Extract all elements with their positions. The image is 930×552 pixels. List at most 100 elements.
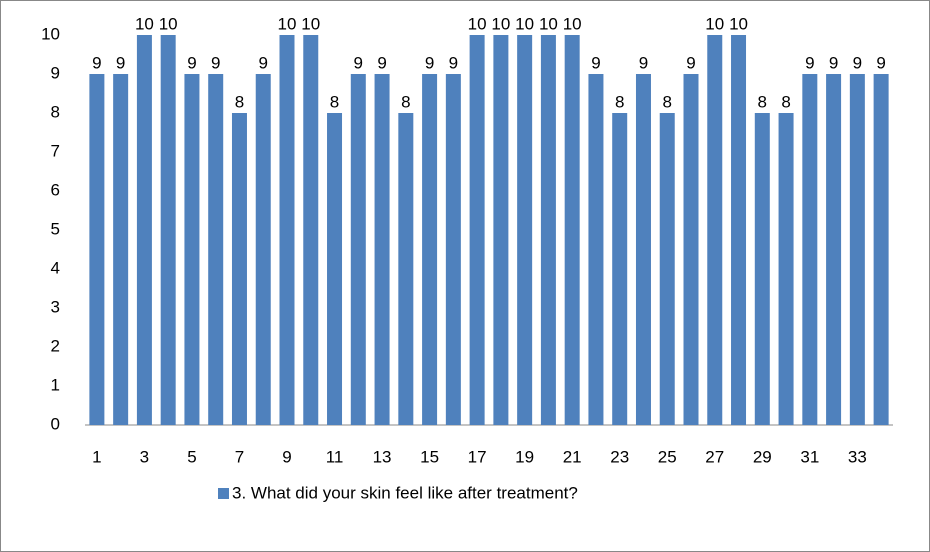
data-label: 8 <box>235 92 244 111</box>
x-tick-label: 29 <box>753 447 772 466</box>
bar <box>540 35 556 425</box>
x-tick-label: 15 <box>420 447 439 466</box>
bar <box>707 35 723 425</box>
data-label: 9 <box>377 53 386 72</box>
data-label: 9 <box>425 53 434 72</box>
data-label: 8 <box>330 92 339 111</box>
bar <box>445 74 461 425</box>
x-tick-label: 13 <box>373 447 392 466</box>
y-tick-label: 0 <box>51 414 60 433</box>
bar <box>826 74 842 425</box>
x-tick-label: 33 <box>848 447 867 466</box>
y-tick-label: 9 <box>51 63 60 82</box>
bar <box>184 74 200 425</box>
data-label: 10 <box>491 14 510 33</box>
data-label: 8 <box>615 92 624 111</box>
data-label: 8 <box>401 92 410 111</box>
bar <box>279 35 295 425</box>
data-label: 9 <box>259 53 268 72</box>
bar <box>374 74 390 425</box>
bar <box>849 74 865 425</box>
bar <box>731 35 747 425</box>
bar <box>517 35 533 425</box>
bar <box>136 35 152 425</box>
data-label: 10 <box>159 14 178 33</box>
bar <box>802 74 818 425</box>
bar <box>89 74 105 425</box>
bar <box>564 35 580 425</box>
x-tick-label: 1 <box>92 447 101 466</box>
data-label: 10 <box>539 14 558 33</box>
data-label: 10 <box>563 14 582 33</box>
bar <box>160 35 176 425</box>
y-tick-label: 3 <box>51 297 60 316</box>
bar <box>398 113 414 425</box>
x-tick-label: 5 <box>187 447 196 466</box>
x-tick-label: 3 <box>140 447 149 466</box>
bar <box>659 113 675 425</box>
data-label: 10 <box>278 14 297 33</box>
data-label: 9 <box>876 53 885 72</box>
bar <box>612 113 628 425</box>
data-label: 8 <box>781 92 790 111</box>
x-tick-label: 19 <box>515 447 534 466</box>
data-label: 10 <box>705 14 724 33</box>
data-label: 9 <box>211 53 220 72</box>
x-tick-label: 17 <box>468 447 487 466</box>
bar <box>422 74 438 425</box>
y-tick-label: 6 <box>51 180 60 199</box>
bar <box>327 113 343 425</box>
x-tick-label: 31 <box>800 447 819 466</box>
data-label: 9 <box>686 53 695 72</box>
y-tick-label: 4 <box>51 258 60 277</box>
data-label: 9 <box>829 53 838 72</box>
data-label: 9 <box>187 53 196 72</box>
bar <box>113 74 129 425</box>
data-label: 9 <box>639 53 648 72</box>
data-label: 10 <box>135 14 154 33</box>
y-tick-label: 10 <box>41 24 60 43</box>
x-tick-label: 11 <box>326 447 344 466</box>
bar <box>683 74 699 425</box>
bar <box>873 74 889 425</box>
bar <box>255 74 271 425</box>
data-label: 9 <box>591 53 600 72</box>
data-label: 8 <box>758 92 767 111</box>
data-label: 10 <box>301 14 320 33</box>
legend-swatch <box>218 488 229 499</box>
data-label: 10 <box>729 14 748 33</box>
legend-label: 3. What did your skin feel like after tr… <box>232 483 578 502</box>
x-tick-label: 27 <box>705 447 724 466</box>
data-label: 8 <box>663 92 672 111</box>
data-label: 9 <box>354 53 363 72</box>
data-label: 9 <box>853 53 862 72</box>
bar <box>588 74 604 425</box>
y-tick-label: 2 <box>51 336 60 355</box>
bar <box>208 74 224 425</box>
x-tick-label: 25 <box>658 447 677 466</box>
bar <box>231 113 247 425</box>
y-tick-label: 1 <box>51 375 60 394</box>
x-tick-label: 7 <box>235 447 244 466</box>
data-label: 10 <box>468 14 487 33</box>
x-tick-label: 23 <box>610 447 629 466</box>
y-tick-label: 5 <box>51 219 60 238</box>
x-tick-label: 9 <box>282 447 291 466</box>
bar <box>754 113 770 425</box>
bar <box>350 74 366 425</box>
data-label: 9 <box>805 53 814 72</box>
bar <box>635 74 651 425</box>
y-tick-label: 8 <box>51 102 60 121</box>
bar <box>303 35 319 425</box>
data-label: 9 <box>92 53 101 72</box>
x-tick-label: 21 <box>563 447 582 466</box>
bar <box>778 113 794 425</box>
bar <box>493 35 509 425</box>
data-label: 9 <box>449 53 458 72</box>
y-tick-label: 7 <box>51 141 60 160</box>
data-label: 9 <box>116 53 125 72</box>
bar <box>469 35 485 425</box>
data-label: 10 <box>515 14 534 33</box>
